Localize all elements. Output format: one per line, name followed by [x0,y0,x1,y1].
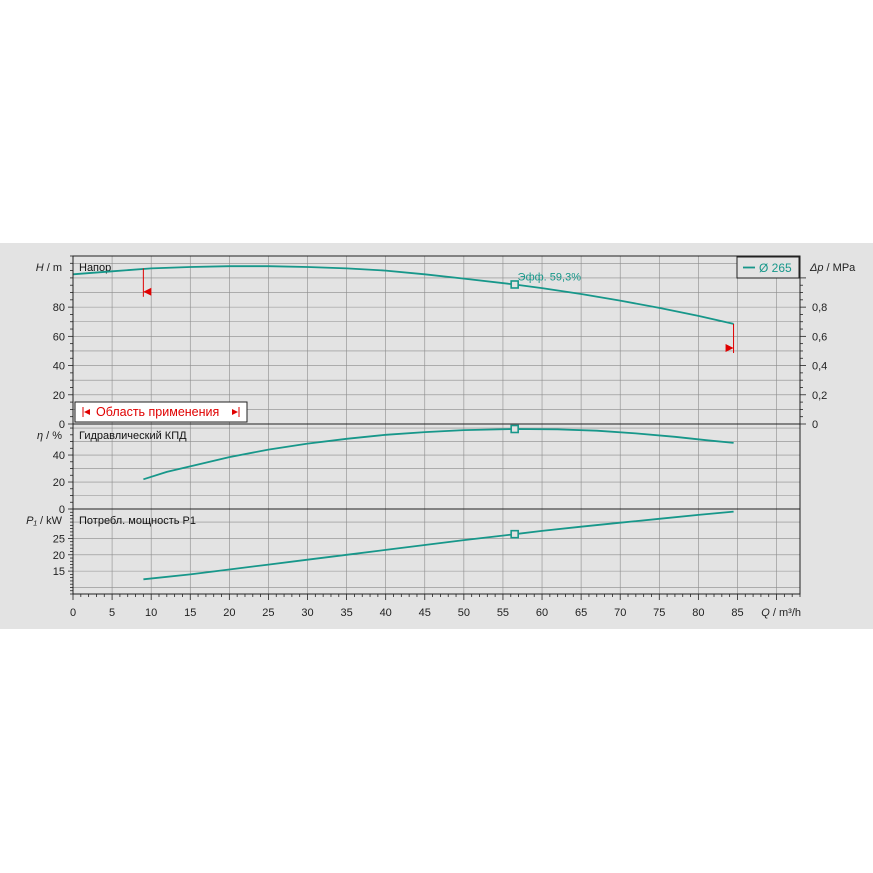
x-tick-label: 25 [262,607,274,619]
operating-point-marker [510,280,519,289]
y-tick-label: 0 [59,504,65,516]
x-tick-label: 0 [70,607,76,619]
secondary-axis-unit: / MPa [824,262,857,274]
secondary-y-axis-label: Δp / MPa [809,262,856,274]
chart-canvas: 0 20 40 60 80 H / m Напор 0 0,2 0,4 0,6 0,8 Δp / MPa… [26,255,856,619]
y-tick-label: 25 [53,533,65,545]
range-right-arrow-icon [232,409,238,415]
legend-box [736,256,800,279]
curve-efficiency [143,428,734,481]
secondary-y-tick-label: 0,2 [812,390,827,402]
y-axis-label: P₁ / kW [26,515,62,527]
x-axis-symbol: Q [761,607,770,619]
x-tick-label: 20 [223,607,235,619]
y-tick-label: 0 [59,419,65,431]
x-tick-label: 50 [458,607,470,619]
x-tick-label: 65 [575,607,587,619]
y-tick-label: 20 [53,390,65,402]
x-axis-label: Q / m³/h [761,607,801,619]
secondary-axis-symbol: Δp [809,262,824,274]
y-axis-unit: / % [43,430,62,442]
y-axis-symbol: η [37,430,43,442]
operating-point-marker [510,424,519,434]
panel-title: Гидравлический КПД [79,430,187,442]
x-tick-label: 30 [301,607,313,619]
x-tick-label: 45 [419,607,431,619]
y-tick-label: 15 [53,566,65,578]
panel-frame [72,255,801,425]
y-tick-label: 40 [53,450,65,462]
x-tick-label: 40 [380,607,392,619]
pump-curve-chart: 0 20 40 60 80 H / m Напор 0 0,2 0,4 0,6 0,8 Δp / MPa… [0,243,873,629]
y-tick-label: 20 [53,477,65,489]
y-axis-symbol: P₁ [26,515,37,527]
application-range-box [74,401,248,423]
range-left-arrow-icon [84,409,90,415]
application-range-arrow-icon [725,344,734,353]
x-tick-label: 85 [731,607,743,619]
x-tick-label: 35 [340,607,352,619]
efficiency-label: Эфф. 59,3% [518,271,582,283]
secondary-y-tick-label: 0,8 [812,302,827,314]
y-tick-label: 20 [53,550,65,562]
y-axis-unit: / kW [37,515,63,527]
application-range-label: Область применения [96,405,219,419]
operating-point-marker [510,529,519,539]
secondary-y-tick-label: 0,4 [812,361,827,373]
y-axis-label: η / % [37,430,62,442]
secondary-y-tick-label: 0,6 [812,331,827,343]
y-axis-symbol: H [36,262,44,274]
y-axis-unit: / m [44,262,62,274]
x-tick-label: 60 [536,607,548,619]
panel-frame [72,508,801,595]
legend-label: Ø 265 [759,261,792,275]
x-tick-label: 75 [653,607,665,619]
x-tick-label: 80 [692,607,704,619]
x-tick-label: 10 [145,607,157,619]
curve-power [143,510,734,581]
panel-title: Потребл. мощность P1 [79,515,196,527]
application-range-arrow-icon [143,287,152,296]
x-tick-label: 70 [614,607,626,619]
x-tick-label: 5 [109,607,115,619]
secondary-y-tick-label: 0 [812,419,818,431]
x-tick-label: 15 [184,607,196,619]
y-tick-label: 80 [53,302,65,314]
y-tick-label: 40 [53,361,65,373]
curve-head [72,265,734,325]
x-axis-unit: / m³/h [770,607,801,619]
x-tick-label: 55 [497,607,509,619]
y-tick-label: 60 [53,331,65,343]
panel-title: Напор [79,262,111,274]
y-axis-label: H / m [36,262,62,274]
